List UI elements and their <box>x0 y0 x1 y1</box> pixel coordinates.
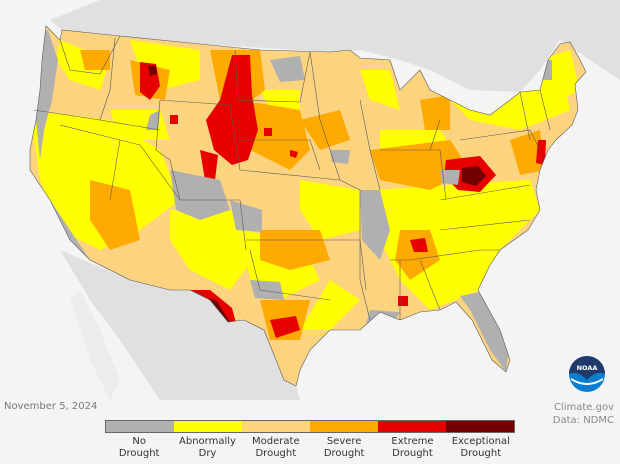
legend-swatch-exceptional <box>446 421 514 432</box>
state-borders <box>29 25 587 387</box>
noaa-logo-text: NOAA <box>577 364 598 372</box>
legend-swatch-moderate <box>242 421 310 432</box>
map-date: November 5, 2024 <box>4 401 98 412</box>
credit: Climate.gov Data: NDMC <box>553 401 614 427</box>
legend-label-extreme: Extreme Drought <box>391 436 434 459</box>
credit-data: Data: NDMC <box>552 415 614 426</box>
drought-map: NOAA <box>29 0 620 400</box>
legend-label-abnormally-dry: Abnormally Dry <box>179 436 236 459</box>
legend-label-severe: Severe Drought <box>323 436 365 459</box>
legend-label-exceptional: Exceptional Drought <box>451 436 510 459</box>
legend-label-moderate: Moderate Drought <box>252 436 300 459</box>
neighboring-land <box>50 0 620 400</box>
legend-swatch-severe <box>310 421 378 432</box>
legend-swatch-no-drought <box>106 421 174 432</box>
legend-color-bar <box>105 420 515 433</box>
legend-swatch-abnormally-dry <box>174 421 242 432</box>
credit-source: Climate.gov <box>553 402 614 413</box>
legend: No Drought Abnormally Dry Moderate Drought … <box>105 420 515 460</box>
legend-swatch-extreme <box>378 421 446 432</box>
legend-label-no-drought: No Drought <box>118 436 160 459</box>
noaa-logo: NOAA <box>569 356 605 392</box>
